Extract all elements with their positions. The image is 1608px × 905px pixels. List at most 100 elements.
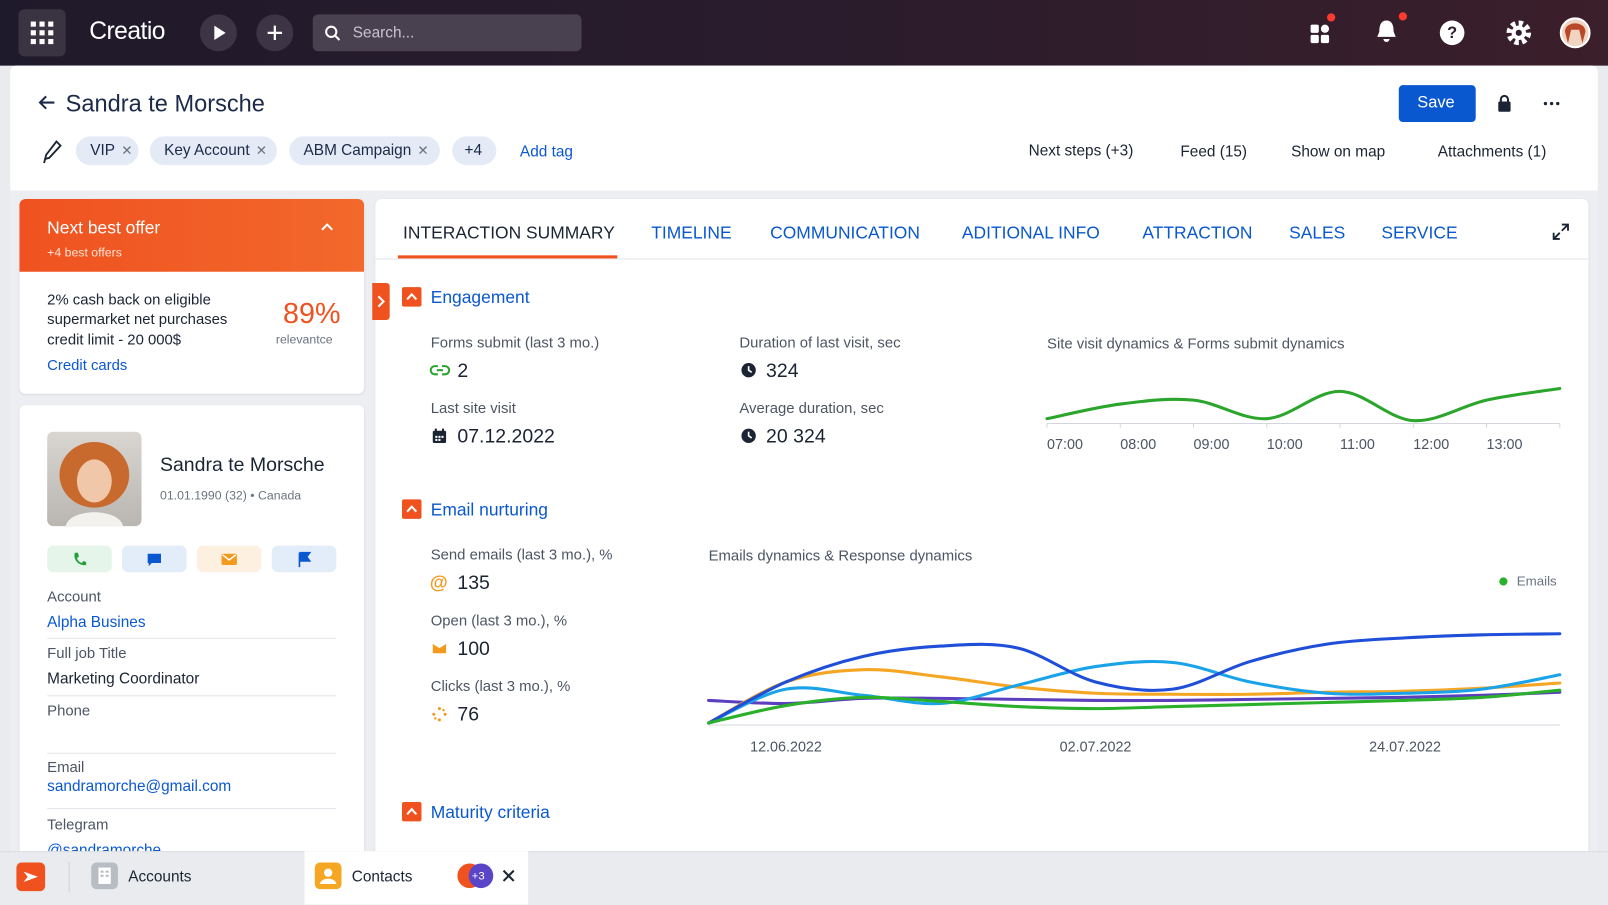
offer-text: 2% cash back on eligible <box>47 292 211 309</box>
taskbar-separator <box>68 861 70 893</box>
field-label: Telegram <box>47 817 109 834</box>
calendar-icon <box>432 428 447 444</box>
run-button[interactable] <box>199 14 237 52</box>
chart-title: Emails dynamics & Response dynamics <box>708 548 973 565</box>
field-value: Marketing Coordinator <box>47 670 200 688</box>
add-tag[interactable]: Add tag <box>519 143 573 161</box>
flag-button[interactable] <box>271 545 337 573</box>
tab[interactable]: SALES <box>1289 223 1346 243</box>
badge-count: +3 <box>471 870 485 883</box>
at-icon: @ <box>429 572 448 593</box>
edit-tags-icon[interactable] <box>42 139 63 164</box>
tag[interactable]: ABM Campaign ✕ <box>289 136 440 166</box>
metric-label: Open (last 3 mo.), % <box>430 612 568 630</box>
tag[interactable]: Key Account ✕ <box>149 136 277 166</box>
metric-value: 100 <box>457 638 490 660</box>
apps-icon[interactable] <box>1309 13 1338 47</box>
tab[interactable]: SERVICE <box>1381 223 1458 243</box>
tab[interactable]: TIMELINE <box>651 223 732 243</box>
profile-photo <box>47 431 142 527</box>
svg-text:?: ? <box>1447 24 1457 42</box>
main-panel <box>375 198 1589 866</box>
save-button[interactable]: Save <box>1398 85 1476 123</box>
tag[interactable]: VIP ✕ <box>75 136 139 166</box>
metric-value: 324 <box>766 360 799 383</box>
taskbar <box>0 851 1608 905</box>
profile-name: Sandra te Morsche <box>159 454 325 477</box>
offer-relevance: 89% <box>283 297 341 330</box>
clock-icon <box>741 363 756 378</box>
related-badge[interactable] <box>456 862 495 889</box>
header-link[interactable]: Show on map <box>1291 143 1386 161</box>
chat-button[interactable] <box>122 545 187 573</box>
offer-panel <box>19 198 365 394</box>
collapse-icon[interactable] <box>320 222 334 232</box>
open-mail-icon <box>432 644 447 654</box>
phone-icon <box>74 552 87 566</box>
grid-icon <box>30 21 54 45</box>
tab[interactable]: ATTRACTION <box>1142 223 1253 243</box>
divider <box>47 808 337 810</box>
offer-header[interactable] <box>19 198 365 272</box>
tag-label: VIP <box>90 141 116 159</box>
section-toggle[interactable] <box>401 287 422 307</box>
header-link[interactable]: Next steps (+3) <box>1028 142 1134 160</box>
tag-label: ABM Campaign <box>303 141 412 159</box>
divider <box>47 695 337 697</box>
close-tab[interactable] <box>501 869 515 883</box>
field-label: Account <box>47 589 101 606</box>
section-toggle[interactable] <box>401 801 422 822</box>
taskbar-item[interactable]: Accounts <box>128 868 192 886</box>
more-icon[interactable] <box>1542 100 1560 106</box>
offer-link[interactable]: Credit cards <box>47 357 128 375</box>
tab[interactable]: INTERACTION SUMMARY <box>403 223 615 243</box>
active-tab-underline <box>397 255 618 259</box>
metric-value: 20 324 <box>766 426 826 448</box>
accounts-icon[interactable] <box>91 862 118 890</box>
tab[interactable]: COMMUNICATION <box>770 223 920 243</box>
metric-value: 76 <box>457 704 480 726</box>
side-toggle[interactable] <box>372 283 390 320</box>
metric-label: Last site visit <box>430 400 516 418</box>
section-toggle[interactable] <box>401 499 422 519</box>
metric-label: Clicks (last 3 mo.), % <box>430 678 571 696</box>
field-value[interactable]: sandramorche@gmail.com <box>47 777 232 796</box>
metric-value: 07.12.2022 <box>457 426 555 448</box>
tab[interactable]: ADITIONAL INFO <box>961 223 1100 243</box>
link-icon <box>429 365 451 376</box>
record-title: Sandra te Morsche <box>65 89 265 117</box>
chat-icon <box>147 553 162 567</box>
call-button[interactable] <box>47 545 112 573</box>
user-avatar[interactable] <box>1559 17 1591 49</box>
search-box[interactable]: Search... <box>312 14 582 52</box>
metric-label: Duration of last visit, sec <box>739 335 901 352</box>
save-label: Save <box>1417 94 1455 112</box>
mail-button[interactable] <box>196 545 262 573</box>
metric-value: 135 <box>457 572 490 595</box>
lock-icon[interactable] <box>1496 94 1512 112</box>
chevron <box>377 295 385 308</box>
field-label: Email <box>47 759 85 777</box>
header-link[interactable]: Attachments (1) <box>1437 143 1547 161</box>
app-menu[interactable] <box>18 9 66 57</box>
add-button[interactable] <box>256 14 294 52</box>
tabs-divider <box>375 258 1589 260</box>
mail-icon <box>221 553 237 566</box>
tag-more[interactable]: +4 <box>452 136 497 166</box>
notifications-icon[interactable] <box>1374 12 1407 47</box>
help-icon[interactable]: ? <box>1439 20 1467 48</box>
back-arrow[interactable] <box>38 94 56 110</box>
header-link[interactable]: Feed (15) <box>1180 143 1248 161</box>
settings-icon[interactable] <box>1505 19 1532 46</box>
offer-subtitle: +4 best offers <box>47 245 122 260</box>
expand-icon[interactable] <box>1552 223 1569 240</box>
clicks-icon <box>432 707 447 722</box>
field-value[interactable]: Alpha Busines <box>47 613 146 632</box>
home-icon[interactable] <box>16 862 46 892</box>
metric-label: Forms submit (last 3 mo.) <box>430 335 600 352</box>
top-bar <box>0 0 1608 66</box>
contacts-icon <box>314 862 342 890</box>
